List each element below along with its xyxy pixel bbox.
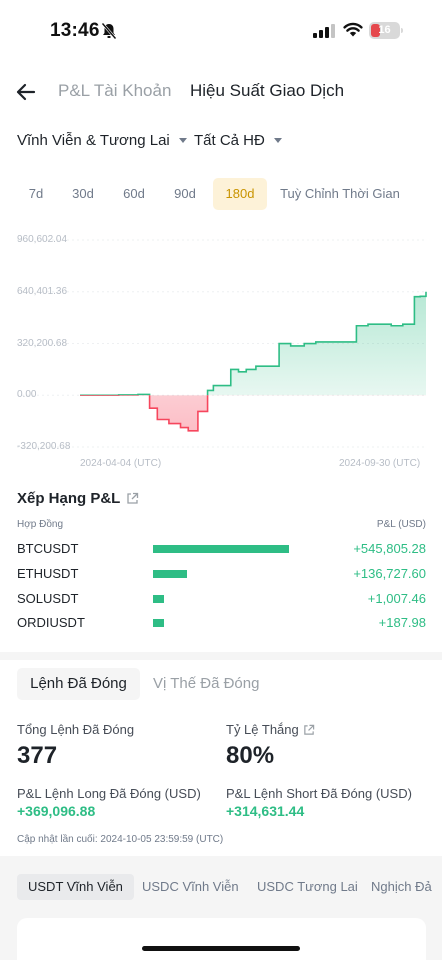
ranking-pnl: +136,727.60 (353, 566, 426, 581)
wifi-icon (343, 22, 363, 37)
signal-icon (313, 24, 335, 38)
home-indicator[interactable] (142, 946, 300, 951)
tab-usdc-perpetual[interactable]: USDC Vĩnh Viễn (142, 879, 239, 894)
ranking-symbol: ORDIUSDT (17, 615, 85, 630)
battery-icon: 16 (369, 22, 403, 39)
tab-closed-positions[interactable]: Vị Thế Đã Đóng (153, 675, 260, 692)
long-pnl-label: P&L Lệnh Long Đã Đóng (USD) (17, 786, 201, 801)
ranking-symbol: BTCUSDT (17, 541, 79, 556)
short-pnl-label-text: P&L Lệnh Short Đã Đóng (USD) (226, 786, 412, 801)
win-rate-label-text: Tỷ Lệ Thắng (226, 722, 299, 737)
ranking-pnl: +187.98 (378, 615, 426, 630)
content-card (17, 918, 426, 960)
period-tabs: 7d 30d 60d 90d 180d Tuỳ Chỉnh Thời Gian (0, 178, 442, 210)
header: P&L Tài Khoản Hiệu Suất Giao Dịch (0, 74, 442, 110)
market-tabs-area: USDT Vĩnh Viễn USDC Vĩnh Viễn USDC Tương… (0, 856, 442, 960)
long-pnl-label-text: P&L Lệnh Long Đã Đóng (USD) (17, 786, 201, 801)
tab-inverse[interactable]: Nghịch Đả (371, 879, 432, 894)
ranking-bar (153, 545, 289, 553)
caret-down-icon (178, 138, 187, 143)
y-tick-label: 0.00 (17, 389, 37, 400)
filter-bar: Vĩnh Viễn & Tương Lai Tất Cả HĐ (0, 130, 442, 152)
short-pnl-value: +314,631.44 (226, 803, 305, 819)
chart-line-negative (80, 395, 209, 432)
x-tick-label: 2024-09-30 (UTC) (339, 458, 421, 469)
period-custom[interactable]: Tuỳ Chỉnh Thời Gian (280, 186, 400, 201)
win-rate-value: 80% (226, 742, 275, 769)
status-time: 13:46 (50, 20, 100, 41)
tab-usdc-futures[interactable]: USDC Tương Lai (257, 879, 358, 894)
tab-usdt-perpetual[interactable]: USDT Vĩnh Viễn (17, 874, 134, 900)
col-pnl: P&L (USD) (376, 519, 426, 530)
chart-area-negative (80, 395, 426, 431)
ranking-row[interactable]: ORDIUSDT +187.98 (17, 614, 426, 632)
pnl-chart-svg (17, 239, 427, 448)
status-bar: 13:46 16 (0, 0, 442, 64)
pnl-chart: 960,602.04 640,401.36 320,200.68 0.00 -3… (0, 222, 442, 472)
chart-area-positive (80, 291, 426, 396)
ranking-row[interactable]: SOLUSDT +1,007.46 (17, 590, 426, 608)
market-filter-dropdown[interactable]: Vĩnh Viễn & Tương Lai (17, 132, 187, 149)
caret-down-icon (273, 138, 282, 143)
pnl-ranking-title[interactable]: Xếp Hạng P&L (17, 490, 139, 507)
y-tick-label: 320,200.68 (17, 338, 68, 349)
y-tick-label: -320,200.68 (17, 441, 71, 452)
y-tick-label: 960,602.04 (17, 234, 68, 245)
market-filter-label: Vĩnh Viễn & Tương Lai (17, 132, 170, 149)
ranking-bar (153, 595, 164, 603)
ranking-pnl: +545,805.28 (353, 541, 426, 556)
long-pnl-value: +369,096.88 (17, 803, 96, 819)
short-pnl-label: P&L Lệnh Short Đã Đóng (USD) (226, 786, 412, 801)
tab-trading-performance[interactable]: Hiệu Suất Giao Dịch (190, 81, 345, 100)
total-closed-value: 377 (17, 742, 58, 769)
ranking-symbol: ETHUSDT (17, 566, 79, 581)
pnl-ranking-title-text: Xếp Hạng P&L (17, 490, 121, 507)
period-30d[interactable]: 30d (72, 186, 94, 201)
section-divider (0, 652, 442, 660)
period-90d[interactable]: 90d (174, 186, 196, 201)
ranking-bar (153, 619, 164, 627)
battery-level: 16 (378, 24, 391, 36)
chart-line-positive (80, 291, 427, 396)
y-tick-label: 640,401.36 (17, 286, 68, 297)
total-closed-label: Tổng Lệnh Đã Đóng (17, 722, 134, 737)
ranking-row[interactable]: BTCUSDT +545,805.28 (17, 540, 426, 558)
ranking-bar (153, 570, 188, 578)
col-contract: Hợp Đồng (17, 519, 64, 530)
ranking-symbol: SOLUSDT (17, 591, 79, 606)
ranking-header: Hợp Đồng P&L (USD) (17, 519, 426, 530)
ranking-pnl: +1,007.46 (367, 591, 426, 606)
x-tick-label: 2024-04-04 (UTC) (80, 458, 162, 469)
tab-account-pnl[interactable]: P&L Tài Khoản (58, 81, 172, 100)
win-rate-label[interactable]: Tỷ Lệ Thắng (226, 722, 315, 737)
total-closed-label-text: Tổng Lệnh Đã Đóng (17, 722, 135, 737)
period-60d[interactable]: 60d (123, 186, 145, 201)
external-link-icon[interactable] (126, 492, 139, 505)
contract-filter-dropdown[interactable]: Tất Cả HĐ (194, 132, 282, 149)
arrow-left-icon[interactable] (14, 80, 38, 104)
period-180d[interactable]: 180d (213, 178, 267, 210)
external-link-icon[interactable] (303, 724, 315, 736)
period-7d[interactable]: 7d (28, 186, 44, 201)
contract-filter-label: Tất Cả HĐ (194, 132, 265, 149)
ranking-row[interactable]: ETHUSDT +136,727.60 (17, 565, 426, 583)
last-updated: Cập nhật lần cuối: 2024-10-05 23:59:59 (… (17, 834, 224, 845)
tab-closed-orders[interactable]: Lệnh Đã Đóng (17, 668, 140, 700)
bell-slash-icon (101, 22, 117, 40)
